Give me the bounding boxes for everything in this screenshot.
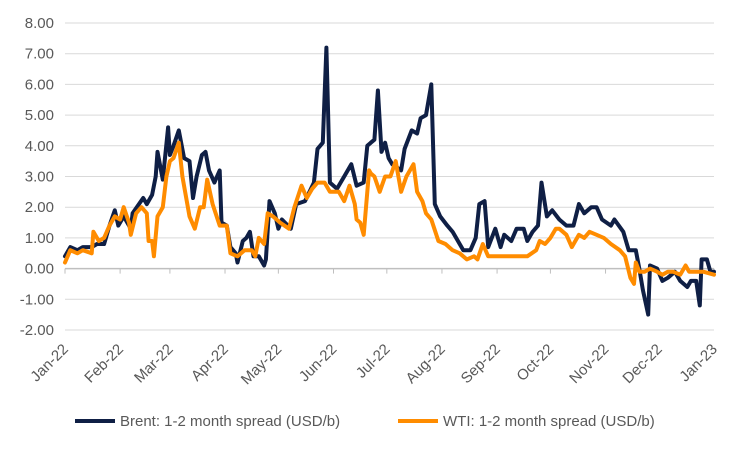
- x-tick-label: Apr-22: [188, 341, 232, 385]
- y-tick-label: -2.00: [20, 322, 54, 339]
- y-tick-label: -1.00: [20, 291, 54, 308]
- y-tick-label: 2.00: [25, 199, 54, 216]
- y-tick-label: 7.00: [25, 46, 54, 63]
- legend-item-brent: Brent: 1-2 month spread (USD/b): [75, 413, 340, 430]
- x-tick-label: Dec-22: [619, 341, 665, 387]
- x-tick-label: Jan-22: [27, 341, 71, 385]
- series-line-wti: [63, 140, 716, 286]
- x-axis-labels: Jan-22 Feb-22 Mar-22 Apr-22 May-22 Jun-22 Jul-…: [27, 341, 720, 388]
- y-tick-label: 4.00: [25, 138, 54, 155]
- x-tick-label: Jan-23: [676, 341, 720, 385]
- x-tick-label: Oct-22: [513, 341, 557, 385]
- x-tick-label: May-22: [238, 341, 285, 388]
- legend-item-wti: WTI: 1-2 month spread (USD/b): [398, 413, 655, 430]
- legend-label: WTI: 1-2 month spread (USD/b): [443, 413, 655, 430]
- x-tick-label: Feb-22: [81, 341, 127, 387]
- x-tick-label: Aug-22: [403, 341, 449, 387]
- y-axis-labels: -2.00 -1.00 0.00 1.00 2.00 3.00 4.00 5.00 6.00 7.…: [20, 15, 54, 339]
- series-line-brent: [63, 45, 716, 317]
- y-tick-label: 0.00: [25, 261, 54, 278]
- legend: Brent: 1-2 month spread (USD/b) WTI: 1-2 …: [75, 413, 655, 430]
- legend-label: Brent: 1-2 month spread (USD/b): [120, 413, 340, 430]
- y-tick-label: 6.00: [25, 76, 54, 93]
- y-tick-label: 8.00: [25, 15, 54, 32]
- x-tick-label: Jul-22: [353, 341, 394, 382]
- x-tick-label: Jun-22: [296, 341, 340, 385]
- y-tick-label: 3.00: [25, 169, 54, 186]
- series-lines: [63, 45, 716, 317]
- x-tick-label: Mar-22: [131, 341, 177, 387]
- x-tick-label: Nov-22: [566, 341, 612, 387]
- y-tick-label: 5.00: [25, 107, 54, 124]
- x-tick-label: Sep-22: [458, 341, 504, 387]
- y-tick-label: 1.00: [25, 230, 54, 247]
